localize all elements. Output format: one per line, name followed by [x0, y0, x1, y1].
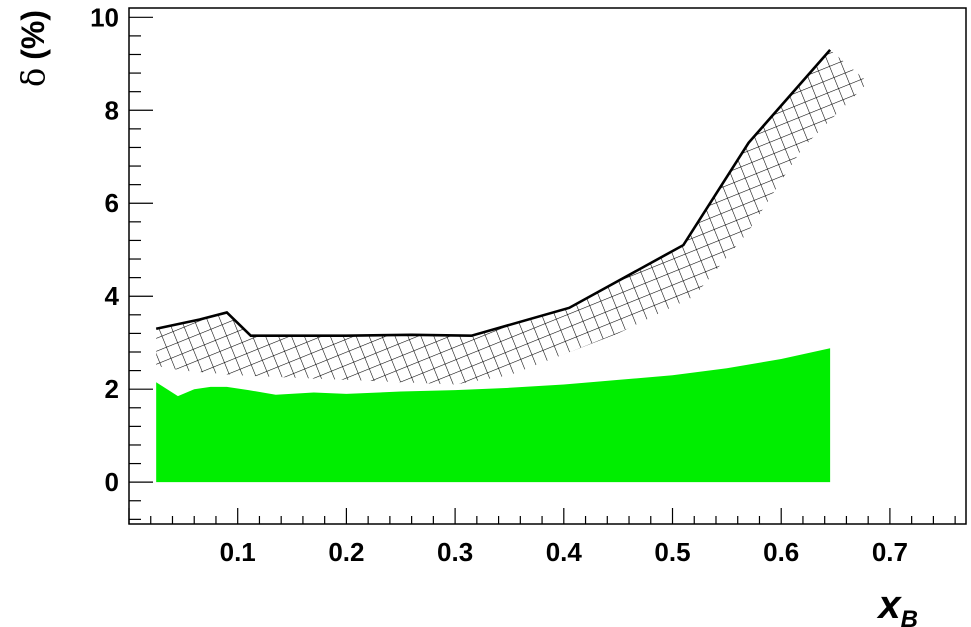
- x-tick-label: 0.4: [546, 537, 583, 567]
- y-axis-title: δ (%): [14, 10, 52, 87]
- x-tick-label: 0.5: [654, 537, 690, 567]
- x-tick-label: 0.6: [763, 537, 799, 567]
- series-1-fill: [156, 348, 831, 483]
- x-tick-label: 0.2: [328, 537, 364, 567]
- x-tick-label: 0.7: [872, 537, 908, 567]
- x-axis-title: xB: [876, 583, 918, 627]
- x-axis-title-main: x: [876, 583, 902, 627]
- y-tick-label: 10: [90, 2, 119, 32]
- x-tick-label: 0.1: [220, 537, 256, 567]
- plot-area: [155, 48, 869, 483]
- y-tick-label: 8: [105, 95, 119, 125]
- y-axis-title-unit: (%): [15, 10, 51, 60]
- y-tick-label: 6: [105, 188, 119, 218]
- y-tick-label: 2: [105, 374, 119, 404]
- x-tick-label: 0.3: [437, 537, 473, 567]
- series-2-upper-line: [155, 48, 832, 338]
- x-axis-title-sub: B: [901, 606, 918, 627]
- svg-text:δ(%): δ (%): [14, 10, 52, 87]
- y-tick-label: 4: [105, 281, 120, 311]
- y-axis-title-symbol: δ: [14, 68, 52, 87]
- x-axis: 0.1 0.2 0.3 0.4 0.5 0.6 0.7: [128, 508, 956, 567]
- series-2-hatched-band: [156, 49, 869, 385]
- plot-frame: [128, 7, 967, 525]
- y-tick-label: 0: [105, 467, 119, 497]
- y-axis: 0 2 4 6 8 10: [90, 2, 153, 520]
